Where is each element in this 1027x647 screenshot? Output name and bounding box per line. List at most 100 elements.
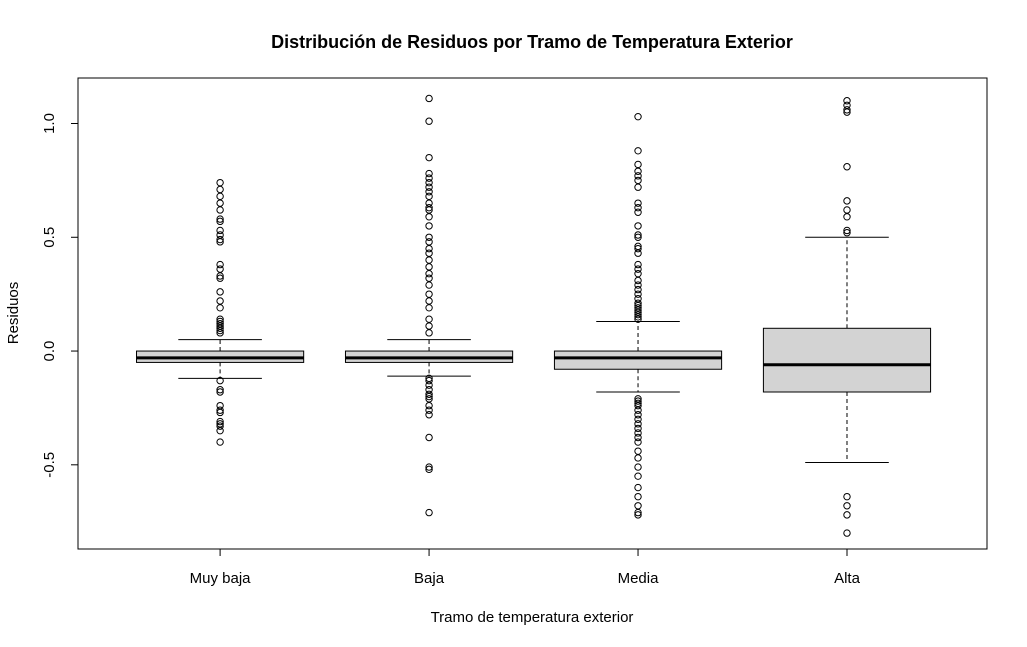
- outlier-point: [216, 265, 224, 273]
- outlier-point: [634, 222, 642, 230]
- outlier-point: [634, 315, 642, 323]
- outlier-point: [425, 274, 433, 282]
- outlier-point: [216, 408, 224, 417]
- outlier-point: [634, 420, 642, 428]
- outlier-point: [634, 112, 642, 121]
- outlier-point: [425, 188, 433, 196]
- outlier-point: [216, 304, 224, 312]
- outlier-point: [216, 238, 224, 246]
- outlier-point: [634, 265, 642, 273]
- outlier-point: [425, 174, 433, 182]
- outlier-point: [425, 281, 433, 289]
- outlier-point: [216, 422, 224, 430]
- y-tick-label: 1.0: [41, 113, 58, 134]
- outlier-point: [216, 226, 224, 235]
- x-tick-label: Alta: [834, 570, 861, 587]
- boxes-layer: [136, 94, 932, 537]
- x-axis: Muy baja Baja Media Alta: [190, 549, 861, 587]
- outlier-point: [425, 153, 433, 162]
- outlier-point: [634, 310, 642, 319]
- outlier-point: [634, 433, 642, 442]
- outlier-point: [843, 529, 851, 537]
- outlier-point: [425, 406, 433, 414]
- outlier-point: [634, 502, 642, 510]
- outlier-point: [425, 192, 433, 201]
- outlier-point: [425, 203, 433, 212]
- outlier-point: [425, 222, 433, 230]
- x-tick-label: Media: [618, 570, 660, 587]
- outlier-point: [425, 244, 433, 253]
- outlier-point: [425, 322, 433, 330]
- chart-title: Distribución de Residuos por Tramo de Te…: [271, 32, 793, 52]
- outlier-point: [634, 147, 642, 155]
- outlier-point: [216, 274, 224, 282]
- outlier-point: [425, 329, 433, 337]
- outlier-point: [634, 233, 642, 241]
- outlier-point: [634, 447, 642, 455]
- y-axis: -0.5 0.0 0.5 1.0: [41, 113, 79, 478]
- box-group: [553, 112, 723, 519]
- outlier-point: [843, 106, 851, 114]
- box-group: [762, 97, 932, 537]
- outlier-point: [634, 472, 642, 480]
- outlier-point: [634, 276, 642, 285]
- outlier-point: [216, 260, 224, 269]
- outlier-point: [425, 94, 433, 103]
- outlier-point: [634, 290, 642, 298]
- outlier-point: [216, 217, 224, 226]
- outlier-point: [634, 397, 642, 405]
- outlier-point: [425, 178, 433, 187]
- outlier-point: [634, 401, 642, 410]
- outlier-point: [634, 424, 642, 433]
- outlier-point: [216, 386, 224, 394]
- y-tick-label: -0.5: [41, 452, 58, 478]
- outlier-point: [843, 197, 851, 205]
- outlier-point: [425, 269, 433, 278]
- y-axis-label: Residuos: [5, 282, 22, 345]
- outlier-point: [425, 117, 433, 125]
- outlier-point: [634, 415, 642, 424]
- outlier-point: [216, 235, 224, 244]
- outlier-point: [634, 160, 642, 169]
- y-tick-label: 0.5: [41, 227, 58, 248]
- outlier-point: [843, 492, 851, 501]
- outlier-point: [843, 206, 851, 214]
- outlier-point: [843, 511, 851, 519]
- outlier-point: [634, 285, 642, 294]
- outlier-point: [216, 324, 224, 332]
- outlier-point: [634, 244, 642, 253]
- outlier-point: [425, 376, 433, 385]
- outlier-point: [843, 229, 851, 237]
- outlier-point: [843, 163, 851, 171]
- outlier-point: [425, 381, 433, 389]
- x-axis-label: Tramo de temperatura exterior: [431, 609, 634, 626]
- outlier-point: [634, 508, 642, 517]
- outlier-point: [634, 249, 642, 257]
- outlier-point: [634, 231, 642, 239]
- outlier-point: [634, 406, 642, 414]
- outlier-point: [425, 297, 433, 305]
- outlier-point: [425, 392, 433, 401]
- outlier-point: [216, 272, 224, 280]
- outlier-point: [425, 433, 433, 442]
- outlier-point: [634, 281, 642, 289]
- outlier-point: [425, 304, 433, 312]
- outlier-point: [425, 315, 433, 323]
- outlier-point: [634, 463, 642, 471]
- outlier-point: [634, 492, 642, 501]
- outlier-point: [216, 406, 224, 414]
- y-tick-label: 0.0: [41, 341, 58, 362]
- outlier-point: [425, 249, 433, 257]
- outlier-point: [216, 388, 224, 396]
- outlier-point: [425, 183, 433, 191]
- outlier-point: [425, 401, 433, 410]
- outlier-point: [425, 169, 433, 178]
- outlier-point: [425, 508, 433, 517]
- plot-frame: [77, 77, 988, 550]
- outlier-point: [425, 290, 433, 298]
- outlier-point: [216, 215, 224, 223]
- outlier-point: [216, 376, 224, 385]
- outlier-point: [634, 183, 642, 191]
- outlier-point: [634, 208, 642, 216]
